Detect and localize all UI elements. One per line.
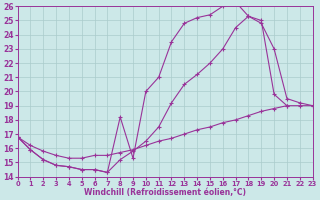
X-axis label: Windchill (Refroidissement éolien,°C): Windchill (Refroidissement éolien,°C) — [84, 188, 246, 197]
